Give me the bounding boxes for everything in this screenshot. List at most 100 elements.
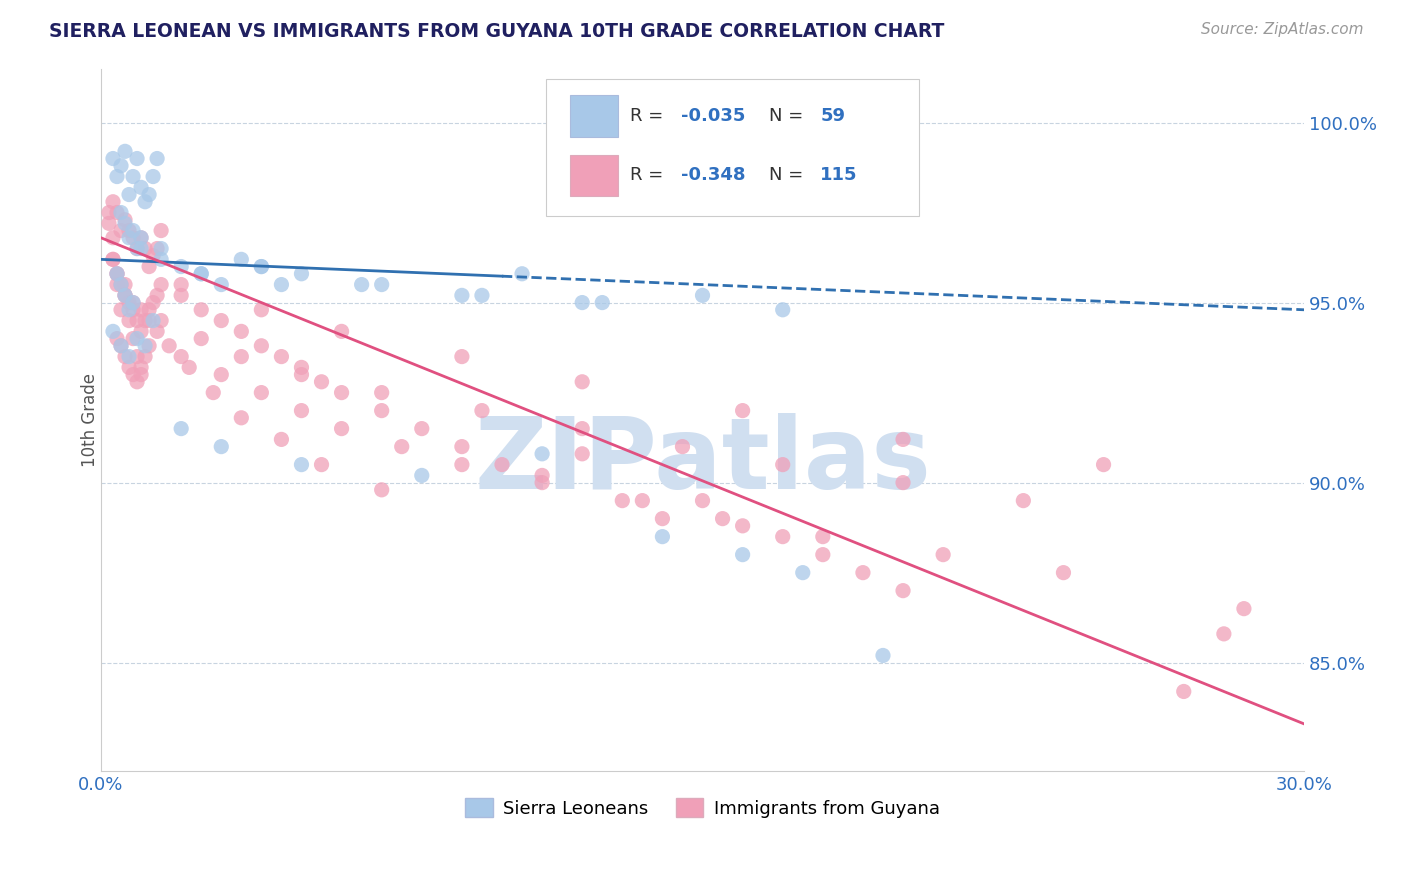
Point xyxy=(118,295,141,310)
FancyBboxPatch shape xyxy=(571,155,619,196)
Point xyxy=(125,152,148,166)
Text: 59: 59 xyxy=(821,106,845,125)
Point xyxy=(231,252,253,267)
Point xyxy=(471,403,494,417)
Point xyxy=(114,216,136,230)
Point xyxy=(129,368,152,382)
Point xyxy=(290,360,312,375)
Point xyxy=(146,325,169,339)
Point xyxy=(692,493,714,508)
Point xyxy=(370,483,392,497)
Point xyxy=(250,260,273,274)
Point xyxy=(105,332,128,346)
Point xyxy=(250,302,273,317)
Point xyxy=(451,288,474,302)
Point xyxy=(179,360,201,375)
Point xyxy=(250,339,273,353)
Point xyxy=(811,548,834,562)
Point xyxy=(142,169,165,184)
Point xyxy=(231,410,253,425)
Point xyxy=(491,458,513,472)
Point xyxy=(1092,458,1115,472)
Point xyxy=(270,350,292,364)
Point xyxy=(110,159,132,173)
Point xyxy=(330,385,353,400)
Point xyxy=(330,422,353,436)
Point xyxy=(101,252,124,267)
Point xyxy=(118,313,141,327)
Point xyxy=(190,267,212,281)
Point xyxy=(101,194,124,209)
Point xyxy=(190,267,212,281)
Point xyxy=(170,288,193,302)
Point xyxy=(1012,493,1035,508)
Point xyxy=(134,194,156,209)
Text: N =: N = xyxy=(769,166,808,185)
Point xyxy=(114,277,136,292)
Point xyxy=(231,325,253,339)
Point xyxy=(471,288,494,302)
Point xyxy=(612,493,634,508)
Point xyxy=(118,360,141,375)
Point xyxy=(138,260,160,274)
Point xyxy=(932,548,955,562)
FancyBboxPatch shape xyxy=(546,79,920,216)
Point xyxy=(1233,601,1256,615)
Point xyxy=(122,302,145,317)
Point xyxy=(202,385,225,400)
Point xyxy=(250,385,273,400)
Point xyxy=(122,295,145,310)
Point xyxy=(129,242,152,256)
Point xyxy=(411,422,433,436)
Point xyxy=(571,375,593,389)
Text: Source: ZipAtlas.com: Source: ZipAtlas.com xyxy=(1201,22,1364,37)
Point xyxy=(142,249,165,263)
Text: 115: 115 xyxy=(821,166,858,185)
Point xyxy=(101,325,124,339)
Point xyxy=(110,302,132,317)
Point xyxy=(531,447,554,461)
Point xyxy=(125,242,148,256)
Point xyxy=(891,475,914,490)
Point xyxy=(370,277,392,292)
Point xyxy=(209,277,232,292)
Point xyxy=(250,260,273,274)
Point xyxy=(1052,566,1074,580)
Point xyxy=(105,267,128,281)
Point xyxy=(651,530,673,544)
Point xyxy=(891,433,914,447)
Point xyxy=(129,325,152,339)
Point xyxy=(209,368,232,382)
Point xyxy=(692,288,714,302)
Point xyxy=(138,302,160,317)
Text: ZIPatlas: ZIPatlas xyxy=(474,413,931,510)
Point xyxy=(122,169,145,184)
Point xyxy=(110,205,132,219)
Legend: Sierra Leoneans, Immigrants from Guyana: Sierra Leoneans, Immigrants from Guyana xyxy=(458,791,946,825)
Text: R =: R = xyxy=(630,106,669,125)
Point xyxy=(451,350,474,364)
Point xyxy=(146,152,169,166)
Point xyxy=(1212,627,1234,641)
Text: SIERRA LEONEAN VS IMMIGRANTS FROM GUYANA 10TH GRADE CORRELATION CHART: SIERRA LEONEAN VS IMMIGRANTS FROM GUYANA… xyxy=(49,22,945,41)
Point xyxy=(1173,684,1195,698)
Point xyxy=(118,223,141,237)
Point xyxy=(114,212,136,227)
Point xyxy=(852,566,875,580)
Point xyxy=(114,288,136,302)
Point xyxy=(772,302,794,317)
Point xyxy=(114,145,136,159)
Point xyxy=(98,205,121,219)
Point xyxy=(311,458,333,472)
Point xyxy=(118,350,141,364)
Point xyxy=(170,422,193,436)
Point xyxy=(772,458,794,472)
Point xyxy=(170,260,193,274)
Point xyxy=(651,511,673,525)
Point xyxy=(290,267,312,281)
Point xyxy=(872,648,894,663)
Point xyxy=(138,339,160,353)
Point xyxy=(571,295,593,310)
Point xyxy=(531,475,554,490)
Point xyxy=(571,422,593,436)
